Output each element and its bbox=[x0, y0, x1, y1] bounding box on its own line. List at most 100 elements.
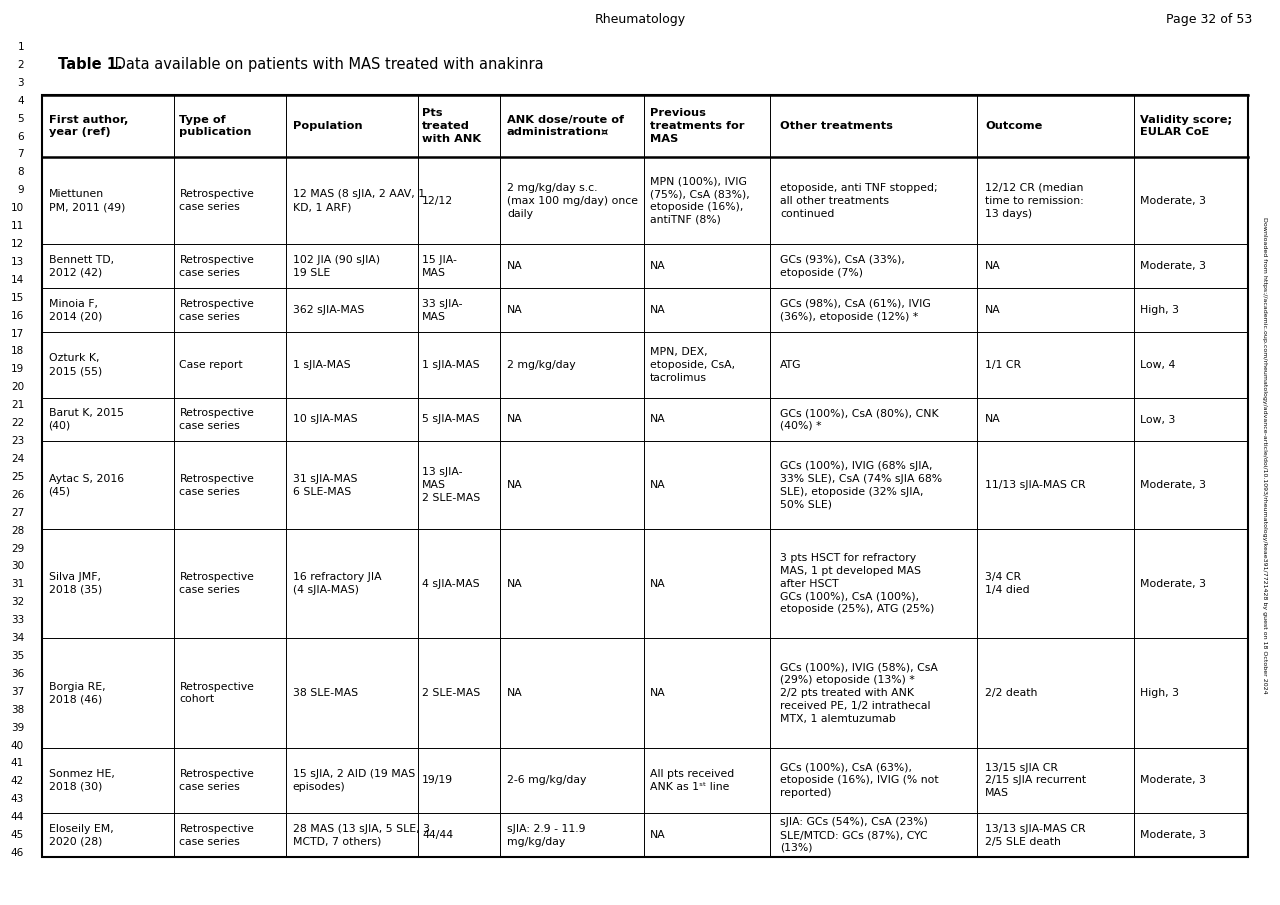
Text: 13/15 sJIA CR
2/15 sJIA recurrent
MAS: 13/15 sJIA CR 2/15 sJIA recurrent MAS bbox=[984, 763, 1085, 798]
Text: 41: 41 bbox=[10, 758, 24, 768]
Text: 15 JIA-
MAS: 15 JIA- MAS bbox=[422, 255, 457, 278]
Text: 12 MAS (8 sJIA, 2 AAV, 1
KD, 1 ARF): 12 MAS (8 sJIA, 2 AAV, 1 KD, 1 ARF) bbox=[293, 189, 425, 212]
Text: 2 SLE-MAS: 2 SLE-MAS bbox=[422, 688, 480, 698]
Text: 44: 44 bbox=[10, 812, 24, 822]
Text: Minoia F,
2014 (20): Minoia F, 2014 (20) bbox=[49, 299, 102, 321]
Text: NA: NA bbox=[650, 481, 666, 491]
Text: MPN, DEX,
etoposide, CsA,
tacrolimus: MPN, DEX, etoposide, CsA, tacrolimus bbox=[650, 347, 735, 383]
Text: 34: 34 bbox=[10, 634, 24, 643]
Text: High, 3: High, 3 bbox=[1140, 305, 1179, 315]
Text: Silva JMF,
2018 (35): Silva JMF, 2018 (35) bbox=[49, 572, 102, 595]
Text: etoposide, anti TNF stopped;
all other treatments
continued: etoposide, anti TNF stopped; all other t… bbox=[780, 183, 937, 218]
Text: Retrospective
case series: Retrospective case series bbox=[179, 769, 255, 792]
Text: 39: 39 bbox=[10, 722, 24, 733]
Text: ATG: ATG bbox=[780, 360, 801, 370]
Text: Eloseily EM,
2020 (28): Eloseily EM, 2020 (28) bbox=[49, 824, 114, 846]
Text: 16: 16 bbox=[10, 310, 24, 320]
Text: 15 sJIA, 2 AID (19 MAS
episodes): 15 sJIA, 2 AID (19 MAS episodes) bbox=[293, 769, 415, 792]
Text: Moderate, 3: Moderate, 3 bbox=[1140, 262, 1206, 271]
Text: Barut K, 2015
(40): Barut K, 2015 (40) bbox=[49, 408, 124, 431]
Text: 42: 42 bbox=[10, 776, 24, 786]
Text: 28: 28 bbox=[10, 526, 24, 536]
Text: Outcome: Outcome bbox=[984, 121, 1042, 131]
Text: 26: 26 bbox=[10, 490, 24, 500]
Text: NA: NA bbox=[650, 578, 666, 588]
Text: NA: NA bbox=[650, 414, 666, 424]
Text: NA: NA bbox=[507, 481, 522, 491]
Text: sJIA: 2.9 - 11.9
mg/kg/day: sJIA: 2.9 - 11.9 mg/kg/day bbox=[507, 824, 585, 846]
Text: 17: 17 bbox=[10, 329, 24, 338]
Text: 46: 46 bbox=[10, 848, 24, 858]
Text: Retrospective
cohort: Retrospective cohort bbox=[179, 681, 255, 704]
Text: 2: 2 bbox=[18, 60, 24, 70]
Text: 32: 32 bbox=[10, 597, 24, 607]
Text: 22: 22 bbox=[10, 418, 24, 428]
Text: Moderate, 3: Moderate, 3 bbox=[1140, 776, 1206, 786]
Text: 13 sJIA-
MAS
2 SLE-MAS: 13 sJIA- MAS 2 SLE-MAS bbox=[422, 467, 480, 503]
Text: 45: 45 bbox=[10, 830, 24, 840]
Text: GCs (93%), CsA (33%),
etoposide (7%): GCs (93%), CsA (33%), etoposide (7%) bbox=[780, 255, 905, 278]
Text: 13/13 sJIA-MAS CR
2/5 SLE death: 13/13 sJIA-MAS CR 2/5 SLE death bbox=[984, 824, 1085, 846]
Text: Rheumatology: Rheumatology bbox=[594, 13, 686, 26]
Text: Validity score;
EULAR CoE: Validity score; EULAR CoE bbox=[1140, 115, 1233, 138]
Text: 19/19: 19/19 bbox=[422, 776, 453, 786]
Text: 13: 13 bbox=[10, 257, 24, 267]
Text: 6: 6 bbox=[18, 131, 24, 141]
Text: 38 SLE-MAS: 38 SLE-MAS bbox=[293, 688, 358, 698]
Text: NA: NA bbox=[650, 262, 666, 271]
Text: 38: 38 bbox=[10, 705, 24, 715]
Text: 19: 19 bbox=[10, 365, 24, 375]
Text: High, 3: High, 3 bbox=[1140, 688, 1179, 698]
Text: 43: 43 bbox=[10, 795, 24, 805]
Text: 7: 7 bbox=[18, 149, 24, 159]
Text: 12/12: 12/12 bbox=[422, 195, 453, 205]
Text: Miettunen
PM, 2011 (49): Miettunen PM, 2011 (49) bbox=[49, 189, 125, 212]
Text: GCs (98%), CsA (61%), IVIG
(36%), etoposide (12%) *: GCs (98%), CsA (61%), IVIG (36%), etopos… bbox=[780, 299, 931, 321]
Text: 1 sJIA-MAS: 1 sJIA-MAS bbox=[293, 360, 351, 370]
Text: Moderate, 3: Moderate, 3 bbox=[1140, 195, 1206, 205]
Text: NA: NA bbox=[984, 414, 1001, 424]
Text: 18: 18 bbox=[10, 347, 24, 357]
Text: MPN (100%), IVIG
(75%), CsA (83%),
etoposide (16%),
antiTNF (8%): MPN (100%), IVIG (75%), CsA (83%), etopo… bbox=[650, 176, 750, 225]
Text: 9: 9 bbox=[18, 186, 24, 195]
Text: ANK dose/route of
administration¤: ANK dose/route of administration¤ bbox=[507, 115, 623, 138]
Text: Retrospective
case series: Retrospective case series bbox=[179, 299, 255, 321]
Text: 362 sJIA-MAS: 362 sJIA-MAS bbox=[293, 305, 364, 315]
Text: Retrospective
case series: Retrospective case series bbox=[179, 473, 255, 497]
Text: 28 MAS (13 sJIA, 5 SLE, 3
MCTD, 7 others): 28 MAS (13 sJIA, 5 SLE, 3 MCTD, 7 others… bbox=[293, 824, 430, 846]
Text: 30: 30 bbox=[10, 561, 24, 571]
Text: 27: 27 bbox=[10, 508, 24, 518]
Text: NA: NA bbox=[984, 262, 1001, 271]
Text: NA: NA bbox=[507, 414, 522, 424]
Text: 31: 31 bbox=[10, 579, 24, 589]
Text: 12: 12 bbox=[10, 239, 24, 249]
Text: 15: 15 bbox=[10, 292, 24, 303]
Text: Retrospective
case series: Retrospective case series bbox=[179, 572, 255, 595]
Text: Retrospective
case series: Retrospective case series bbox=[179, 255, 255, 278]
Text: 44/44: 44/44 bbox=[422, 830, 453, 840]
Text: 2-6 mg/kg/day: 2-6 mg/kg/day bbox=[507, 776, 586, 786]
Text: sJIA: GCs (54%), CsA (23%)
SLE/MTCD: GCs (87%), CYC
(13%): sJIA: GCs (54%), CsA (23%) SLE/MTCD: GCs… bbox=[780, 817, 928, 853]
Text: 5: 5 bbox=[18, 114, 24, 124]
Text: Other treatments: Other treatments bbox=[780, 121, 892, 131]
Text: Data available on patients with MAS treated with anakinra: Data available on patients with MAS trea… bbox=[110, 57, 544, 72]
Text: 33: 33 bbox=[10, 615, 24, 625]
Text: 102 JIA (90 sJIA)
19 SLE: 102 JIA (90 sJIA) 19 SLE bbox=[293, 255, 380, 278]
Text: 11: 11 bbox=[10, 221, 24, 231]
Text: NA: NA bbox=[650, 688, 666, 698]
Text: 37: 37 bbox=[10, 687, 24, 697]
Text: Previous
treatments for
MAS: Previous treatments for MAS bbox=[650, 109, 745, 144]
Text: Ozturk K,
2015 (55): Ozturk K, 2015 (55) bbox=[49, 354, 102, 376]
Text: GCs (100%), CsA (80%), CNK
(40%) *: GCs (100%), CsA (80%), CNK (40%) * bbox=[780, 408, 938, 431]
Text: 11/13 sJIA-MAS CR: 11/13 sJIA-MAS CR bbox=[984, 481, 1085, 491]
Text: 1/1 CR: 1/1 CR bbox=[984, 360, 1021, 370]
Text: 29: 29 bbox=[10, 544, 24, 554]
Text: GCs (100%), IVIG (58%), CsA
(29%) etoposide (13%) *
2/2 pts treated with ANK
rec: GCs (100%), IVIG (58%), CsA (29%) etopos… bbox=[780, 662, 938, 723]
Text: Retrospective
case series: Retrospective case series bbox=[179, 824, 255, 846]
Text: 25: 25 bbox=[10, 472, 24, 481]
Text: Sonmez HE,
2018 (30): Sonmez HE, 2018 (30) bbox=[49, 769, 114, 792]
Text: Aytac S, 2016
(45): Aytac S, 2016 (45) bbox=[49, 473, 124, 497]
Text: 10: 10 bbox=[10, 204, 24, 214]
Text: Moderate, 3: Moderate, 3 bbox=[1140, 481, 1206, 491]
Text: Moderate, 3: Moderate, 3 bbox=[1140, 578, 1206, 588]
